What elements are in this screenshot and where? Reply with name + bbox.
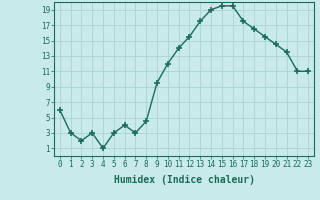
X-axis label: Humidex (Indice chaleur): Humidex (Indice chaleur)	[114, 175, 254, 185]
